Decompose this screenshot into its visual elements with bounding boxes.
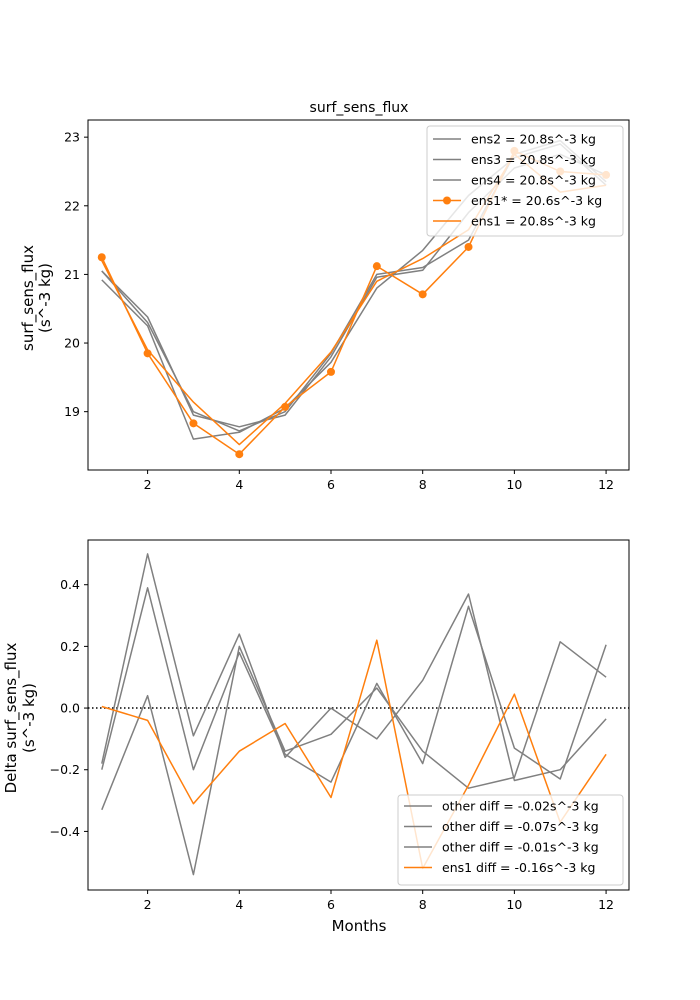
- top-chart-frame: [87, 119, 630, 471]
- top-chart-title: surf_sens_flux: [310, 100, 409, 116]
- bottom-chart-y-label-units: (s^-3 kg): [20, 683, 38, 753]
- top-chart-y-tick-label: 20: [64, 336, 80, 351]
- bottom-chart-panel: 2 4 6 8 10 12 −0.4 −0.2 0.0 0.2 0.4 Months Delta …: [2, 539, 630, 935]
- top-chart-x-tick-label: 2: [144, 477, 152, 492]
- bottom-chart-y-tick-label: 0.0: [60, 701, 80, 716]
- bottom-chart-x-tick-label: 10: [506, 897, 522, 912]
- bottom-chart-y-tick-label: 0.2: [60, 639, 80, 654]
- top-chart-legend: ens2 = 20.8s^-3 kg ens3 = 20.8s^-3 kg ens4…: [426, 125, 624, 237]
- top-chart-y-ticks: 19 20 21 22 23: [64, 130, 88, 419]
- top-chart-legend-marker: [443, 196, 451, 205]
- top-chart-legend-label: ens1 = 20.8s^-3 kg: [471, 214, 596, 229]
- bottom-chart-x-ticks: 2 4 6 8 10 12: [144, 890, 614, 912]
- top-chart-legend-label: ens4 = 20.8s^-3 kg: [471, 173, 596, 188]
- top-chart-panel: surf_sens_flux 2 4 6 8 10 12 19 20 21 22 23 surf_…: [19, 100, 630, 492]
- bottom-chart-x-tick-label: 4: [235, 897, 243, 912]
- bottom-chart-x-tick-label: 2: [144, 897, 152, 912]
- bottom-chart-legend-label: ens1 diff = -0.16s^-3 kg: [442, 860, 595, 875]
- top-chart-y-label-units: (s^-3 kg): [36, 263, 54, 333]
- top-chart-y-tick-label: 23: [64, 130, 80, 145]
- top-chart-legend-label: ens1* = 20.6s^-3 kg: [471, 193, 602, 208]
- bottom-chart-y-tick-label: −0.2: [50, 762, 80, 777]
- bottom-chart-legend-label: other diff = -0.02s^-3 kg: [442, 799, 599, 814]
- top-chart-series-4-point: [372, 262, 381, 271]
- bottom-chart-x-tick-label: 8: [419, 897, 427, 912]
- bottom-chart-legend: other diff = -0.02s^-3 kg other diff = -0…: [397, 794, 624, 886]
- top-chart-series-4-point: [326, 367, 335, 376]
- top-chart-legend-box: [426, 125, 624, 237]
- top-chart-series-4-point: [464, 242, 473, 251]
- bottom-chart-y-ticks: −0.4 −0.2 0.0 0.2 0.4: [50, 577, 88, 839]
- top-chart-x-tick-label: 8: [419, 477, 427, 492]
- bottom-chart-legend-label: other diff = -0.07s^-3 kg: [442, 819, 599, 834]
- bottom-chart-x-tick-label: 12: [598, 897, 614, 912]
- top-chart-legend-label: ens2 = 20.8s^-3 kg: [471, 132, 596, 147]
- bottom-chart-frame: [87, 539, 630, 891]
- bottom-chart-series-line-3: [101, 641, 607, 876]
- top-chart-series-4-point: [189, 419, 198, 428]
- top-chart-series-4-point: [418, 290, 427, 299]
- top-chart-x-tick-label: 10: [506, 477, 522, 492]
- bottom-chart-series-line-4: [101, 639, 607, 870]
- top-chart-y-tick-label: 21: [64, 267, 80, 282]
- bottom-chart-y-tick-label: −0.4: [50, 824, 80, 839]
- top-chart-series-4-point: [97, 253, 106, 262]
- bottom-chart-y-tick-label: 0.4: [60, 577, 80, 592]
- top-chart-x-tick-label: 12: [598, 477, 614, 492]
- top-chart-series-4-point: [235, 450, 244, 459]
- top-chart-x-ticks: 2 4 6 8 10 12: [144, 470, 614, 492]
- top-chart-x-tick-label: 6: [327, 477, 335, 492]
- bottom-chart-legend-label: other diff = -0.01s^-3 kg: [442, 840, 599, 855]
- top-chart-y-label: surf_sens_flux: [19, 245, 38, 351]
- bottom-chart-plot-lines: [88, 553, 629, 876]
- top-chart-y-tick-label: 22: [64, 198, 80, 213]
- bottom-chart-y-label: Delta surf_sens_flux: [2, 643, 21, 794]
- bottom-chart-series-line-2: [101, 553, 607, 782]
- top-chart-x-tick-label: 4: [235, 477, 243, 492]
- top-chart-y-tick-label: 19: [64, 404, 80, 419]
- bottom-chart-legend-box: [397, 794, 624, 886]
- bottom-chart-x-label: Months: [332, 917, 387, 935]
- top-chart-legend-label: ens3 = 20.8s^-3 kg: [471, 152, 596, 167]
- bottom-chart-x-tick-label: 6: [327, 897, 335, 912]
